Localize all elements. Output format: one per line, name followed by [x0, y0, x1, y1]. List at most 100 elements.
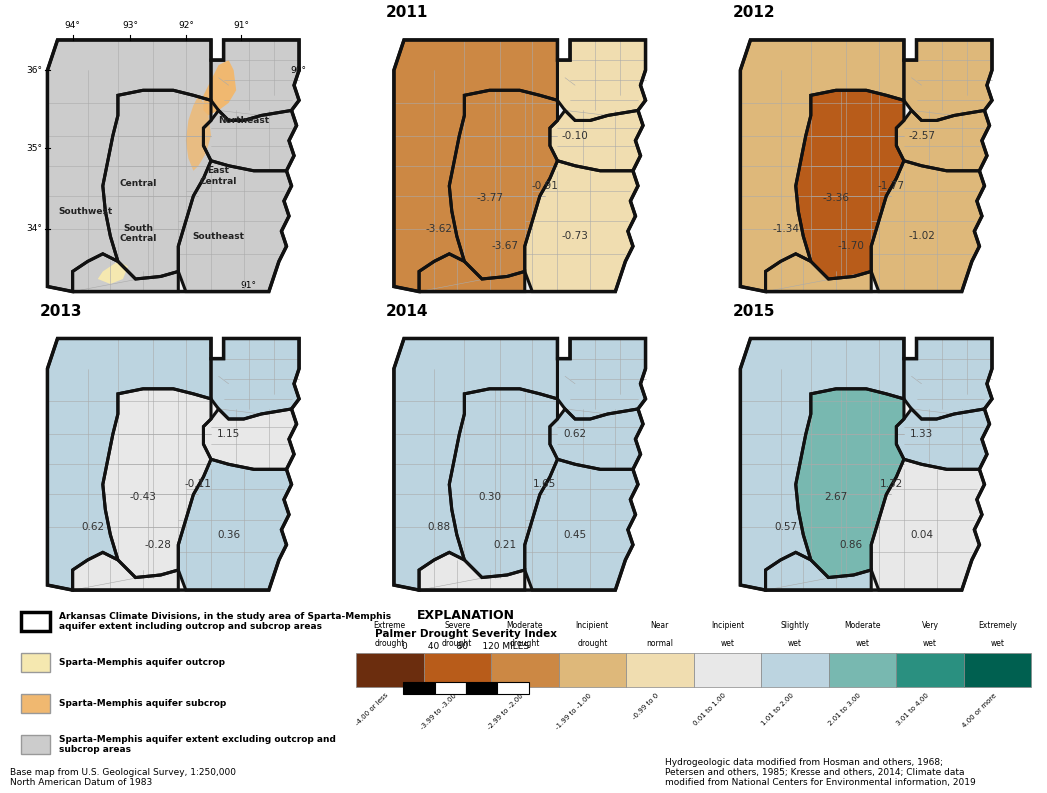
Polygon shape: [211, 40, 299, 121]
Text: 0.01 to 1.00: 0.01 to 1.00: [693, 692, 728, 727]
Polygon shape: [796, 389, 904, 577]
Text: -1.70: -1.70: [838, 241, 865, 251]
Text: South
Central: South Central: [119, 224, 157, 243]
Polygon shape: [203, 110, 296, 170]
Polygon shape: [765, 254, 871, 292]
Text: Central: Central: [119, 179, 157, 188]
Text: 3.01 to 4.00: 3.01 to 4.00: [895, 692, 930, 727]
Text: 92°: 92°: [178, 21, 194, 30]
Polygon shape: [203, 409, 296, 469]
Text: Incipient: Incipient: [711, 621, 744, 630]
FancyBboxPatch shape: [466, 682, 497, 694]
Text: 94°: 94°: [65, 21, 81, 30]
Text: wet: wet: [990, 638, 1004, 648]
FancyBboxPatch shape: [21, 735, 50, 754]
FancyBboxPatch shape: [21, 612, 50, 631]
Text: -0.43: -0.43: [130, 492, 156, 502]
FancyBboxPatch shape: [356, 653, 423, 687]
Polygon shape: [419, 553, 525, 590]
Polygon shape: [394, 40, 646, 292]
Text: -0.73: -0.73: [561, 232, 588, 241]
Text: 0.62: 0.62: [563, 429, 586, 439]
FancyBboxPatch shape: [693, 653, 761, 687]
Text: Hydrogeologic data modified from Hosman and others, 1968;
Petersen and others, 1: Hydrogeologic data modified from Hosman …: [665, 757, 976, 787]
Polygon shape: [740, 40, 992, 292]
Text: 0.21: 0.21: [493, 540, 516, 550]
Text: Arkansas Climate Divisions, in the study area of Sparta-Memphis
aquifer extent i: Arkansas Climate Divisions, in the study…: [59, 612, 391, 631]
Text: 2.01 to 3.00: 2.01 to 3.00: [828, 692, 863, 727]
Text: drought: drought: [375, 638, 405, 648]
Polygon shape: [178, 161, 291, 292]
Text: -3.67: -3.67: [491, 241, 518, 251]
FancyBboxPatch shape: [21, 694, 50, 713]
Text: 2013: 2013: [40, 304, 83, 319]
Text: Extreme: Extreme: [374, 621, 406, 630]
Polygon shape: [765, 553, 871, 590]
Text: Slightly: Slightly: [780, 621, 809, 630]
Polygon shape: [896, 409, 989, 469]
Text: 2015: 2015: [733, 304, 775, 319]
Text: Moderate: Moderate: [507, 621, 543, 630]
Polygon shape: [904, 40, 992, 121]
Polygon shape: [419, 254, 525, 292]
Polygon shape: [871, 161, 984, 292]
Text: -0.91: -0.91: [532, 181, 558, 191]
Text: 2012: 2012: [733, 5, 775, 20]
Text: -3.77: -3.77: [476, 193, 503, 204]
Text: normal: normal: [646, 638, 673, 648]
Polygon shape: [525, 161, 638, 292]
Polygon shape: [550, 110, 643, 170]
Text: 2014: 2014: [386, 304, 428, 319]
Polygon shape: [394, 40, 557, 292]
Text: 1.33: 1.33: [910, 429, 933, 439]
Text: 0.30: 0.30: [478, 492, 502, 502]
Text: -1.99 to -1.00: -1.99 to -1.00: [554, 692, 593, 730]
Text: -1.34: -1.34: [773, 224, 799, 234]
Text: -2.99 to -2.00: -2.99 to -2.00: [487, 692, 525, 730]
Text: Sparta-Memphis aquifer extent excluding outcrop and
subcrop areas: Sparta-Memphis aquifer extent excluding …: [59, 735, 335, 754]
Text: -0.11: -0.11: [185, 480, 211, 489]
Text: 93°: 93°: [122, 21, 138, 30]
Text: 91°: 91°: [233, 21, 249, 30]
Polygon shape: [47, 339, 299, 590]
Polygon shape: [550, 409, 643, 469]
Text: Extremely: Extremely: [978, 621, 1017, 630]
Text: 0.45: 0.45: [563, 530, 586, 540]
Polygon shape: [103, 389, 211, 577]
Polygon shape: [796, 90, 904, 279]
FancyBboxPatch shape: [896, 653, 964, 687]
Polygon shape: [97, 262, 128, 284]
Text: Base map from U.S. Geological Survey, 1:250,000
North American Datum of 1983: Base map from U.S. Geological Survey, 1:…: [10, 768, 237, 787]
Text: East
Central: East Central: [200, 166, 238, 186]
FancyBboxPatch shape: [761, 653, 829, 687]
Text: 4.00 or more: 4.00 or more: [961, 692, 998, 729]
Text: wet: wet: [788, 638, 802, 648]
FancyBboxPatch shape: [21, 653, 50, 672]
Text: -1.02: -1.02: [908, 232, 935, 241]
Polygon shape: [178, 459, 291, 590]
Text: 0.88: 0.88: [427, 523, 451, 532]
FancyBboxPatch shape: [491, 653, 559, 687]
Text: -3.62: -3.62: [426, 224, 452, 234]
Polygon shape: [103, 90, 211, 279]
Text: -3.36: -3.36: [823, 193, 849, 204]
Polygon shape: [740, 339, 904, 590]
Text: 35°: 35°: [26, 144, 43, 152]
FancyBboxPatch shape: [497, 682, 529, 694]
FancyBboxPatch shape: [626, 653, 693, 687]
Text: -0.28: -0.28: [144, 540, 172, 550]
Polygon shape: [904, 339, 992, 419]
Text: drought: drought: [577, 638, 607, 648]
Text: 0    40    80   120 KILOMETERS: 0 40 80 120 KILOMETERS: [398, 668, 534, 677]
Polygon shape: [47, 40, 211, 292]
Text: Incipient: Incipient: [576, 621, 609, 630]
Text: 0.57: 0.57: [774, 523, 797, 532]
Polygon shape: [896, 110, 989, 170]
Text: 1.65: 1.65: [533, 480, 557, 489]
Polygon shape: [186, 95, 211, 170]
Text: 36°: 36°: [26, 66, 43, 75]
Text: 2011: 2011: [386, 5, 428, 20]
Polygon shape: [203, 60, 237, 116]
Text: -0.99 to 0: -0.99 to 0: [631, 692, 660, 721]
Polygon shape: [557, 339, 646, 419]
